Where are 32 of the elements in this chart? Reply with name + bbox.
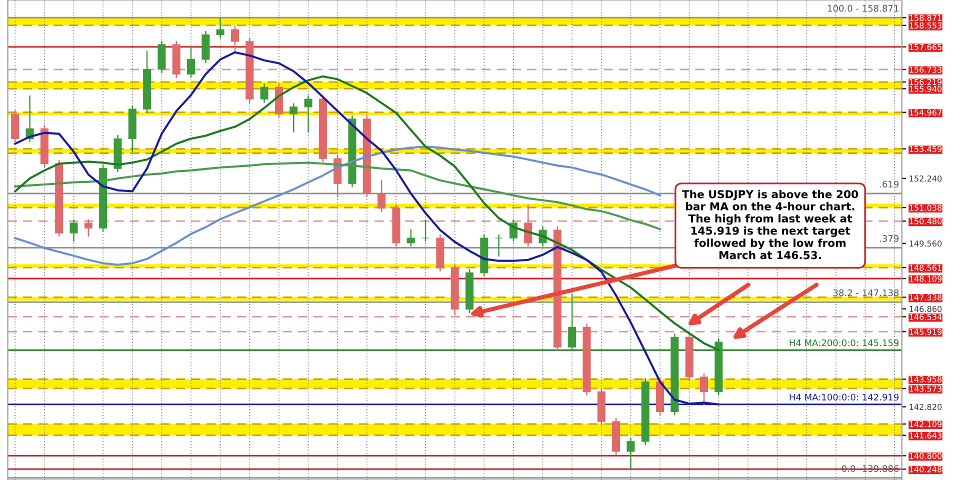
y-tick-label: 140.248	[910, 466, 942, 472]
y-tick-label: 145.919	[910, 328, 942, 335]
y-tick-label: 149.560	[910, 240, 942, 247]
y-tick-label: 142.820	[910, 404, 942, 410]
y-tick-label: 150.480	[910, 218, 942, 224]
y-tick-label: 143.958	[910, 376, 942, 382]
y-tick-label: 148.561	[910, 264, 942, 271]
y-tick-label: 154.967	[910, 109, 942, 116]
y-tick-label: 155.940	[910, 86, 942, 92]
y-tick-label: 157.665	[910, 44, 942, 50]
y-tick-label: 148.109	[910, 276, 942, 282]
y-tick-label: 143.573	[910, 386, 942, 392]
y-tick-label: 156.219	[910, 79, 942, 86]
y-tick-label: 142.109	[910, 421, 942, 428]
y-tick-label: 156.733	[910, 66, 942, 73]
y-tick-label: 146.534	[910, 314, 942, 320]
y-tick-label: 140.800	[910, 452, 942, 459]
y-tick-label: 158.871	[910, 14, 942, 21]
y-tick-label: 153.459	[910, 146, 942, 152]
annotation: The USDJPY is above the 200 bar MA on the 4-hour chart. The high from last week at 145.919 is the next target followed by the low from March at 146.53.	[682, 190, 858, 260]
y-tick-label: 147.338	[910, 294, 942, 300]
y-tick-label: 146.860	[910, 306, 942, 312]
y-tick-label: 141.643	[910, 432, 942, 438]
ref-line-label: H4 MA:200:0:0: 145.159	[790, 339, 899, 346]
annotation: .379	[880, 235, 899, 242]
annotation: 38.2 - 147.138	[833, 289, 899, 296]
y-tick-label: 158.553	[910, 22, 942, 29]
y-tick-label: 152.240	[910, 176, 942, 182]
y-tick-label: 151.038	[910, 204, 942, 211]
ref-line-label: H4 MA:100:0:0: 142.919	[790, 394, 899, 401]
annotation: .619	[880, 180, 899, 188]
annotation: 100.0 - 158.871	[828, 4, 898, 12]
